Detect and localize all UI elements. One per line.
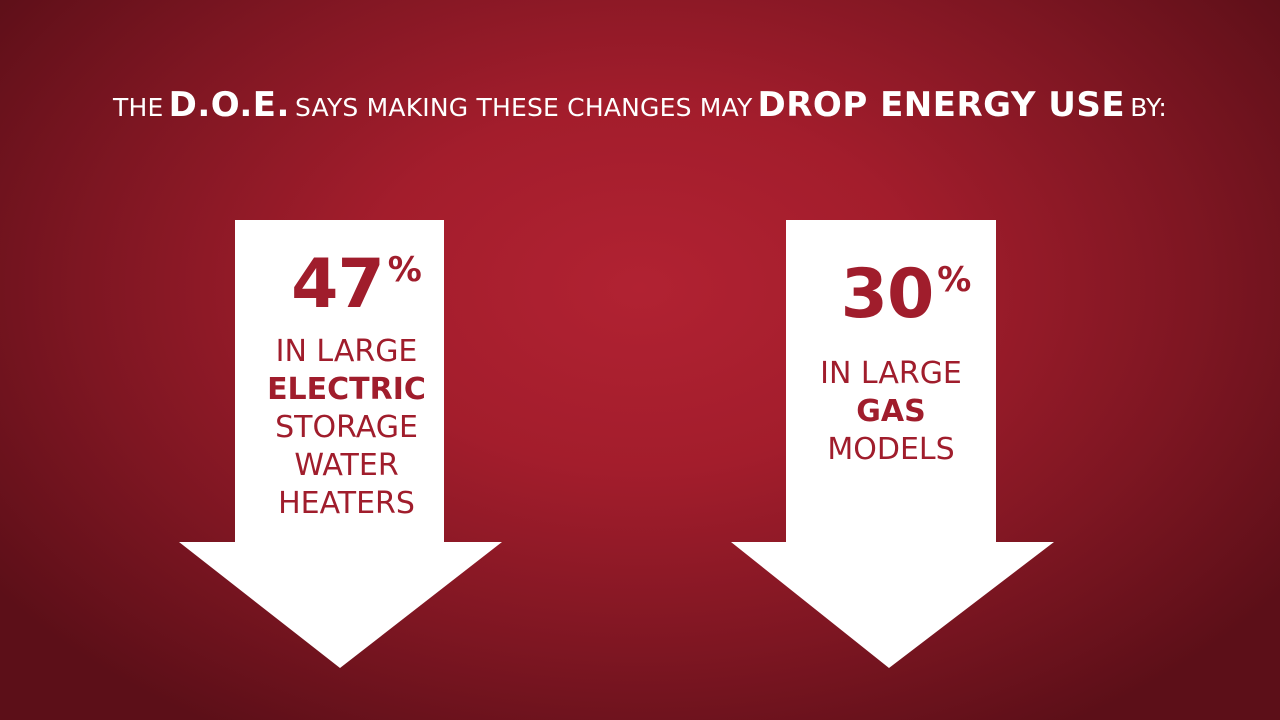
arrow-text-electric: 47% IN LARGE ELECTRIC STORAGE WATER HEAT…: [235, 250, 444, 523]
label-line-3: MODELS: [827, 432, 955, 467]
label-line-3: STORAGE: [275, 410, 418, 445]
headline-middle: SAYS MAKING THESE CHANGES MAY: [295, 93, 753, 122]
headline-the: THE: [113, 93, 164, 122]
label-line-2: ELECTRIC: [267, 372, 426, 407]
label-line-4: WATER: [294, 448, 399, 483]
headline-drop-energy-use: DROP ENERGY USE: [757, 85, 1126, 125]
headline: THE D.O.E. SAYS MAKING THESE CHANGES MAY…: [0, 88, 1280, 122]
label-line-1: IN LARGE: [275, 334, 418, 369]
percent-sign-electric: %: [387, 250, 422, 290]
arrow-text-gas: 30% IN LARGE GAS MODELS: [786, 260, 996, 469]
percent-value-electric: 47: [291, 245, 385, 324]
percent-sign-gas: %: [937, 260, 972, 300]
label-line-5: HEATERS: [278, 486, 415, 521]
headline-doe: D.O.E.: [168, 85, 290, 125]
percent-gas: 30%: [786, 260, 996, 329]
percent-electric: 47%: [235, 250, 444, 319]
headline-by: BY:: [1130, 93, 1167, 122]
percent-value-gas: 30: [840, 255, 935, 334]
label-line-2: GAS: [856, 394, 926, 429]
label-line-1: IN LARGE: [820, 356, 962, 391]
